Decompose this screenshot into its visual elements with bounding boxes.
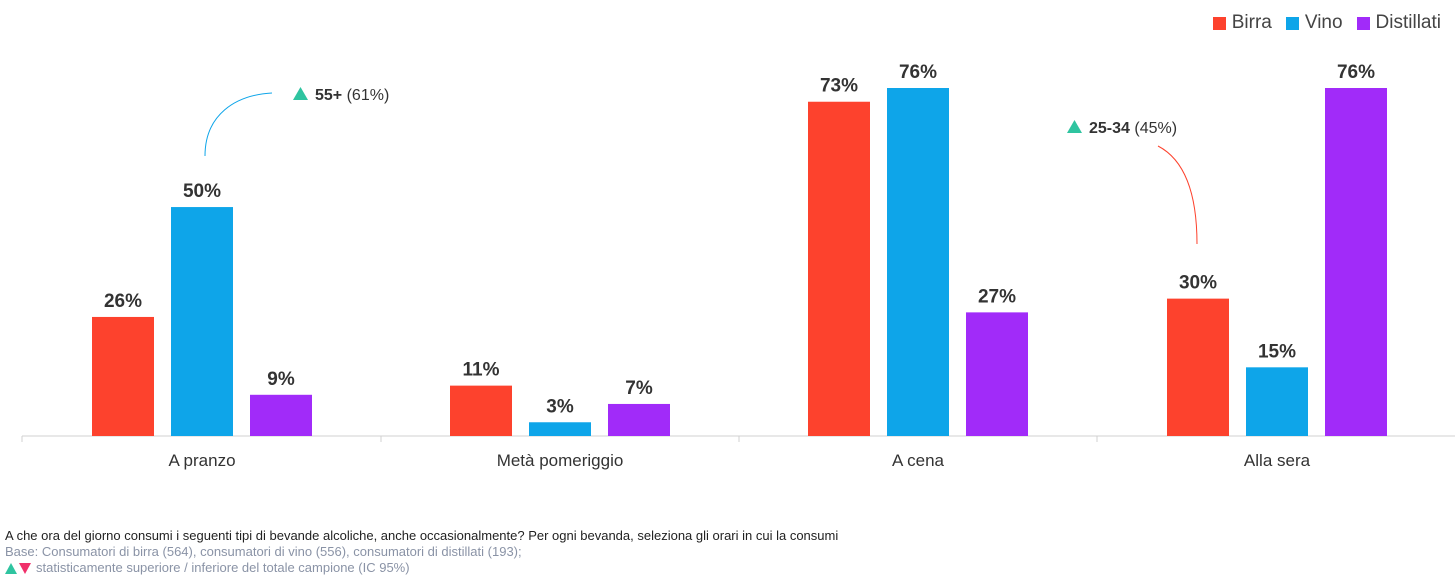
annotation-group: 25-34: [1089, 120, 1130, 137]
legend-swatch-distillati: [1356, 16, 1370, 30]
legend-label-distillati: Distillati: [1375, 12, 1441, 33]
bar-vino-3: [1246, 367, 1308, 436]
triangle-up-icon: [1067, 120, 1082, 133]
triangle-up-icon: [293, 87, 308, 100]
footer-significance: statisticamente superiore / inferiore de…: [5, 560, 838, 576]
bar-birra-2: [808, 101, 870, 436]
data-label: 27%: [978, 286, 1016, 307]
annotation-value: (61%): [342, 87, 389, 104]
data-label: 30%: [1179, 273, 1217, 294]
bar-birra-1: [450, 385, 512, 436]
legend-swatch-vino: [1285, 16, 1299, 30]
bar-vino-2: [887, 88, 949, 436]
data-label: 11%: [463, 360, 500, 381]
triangle-down-icon: [19, 562, 31, 574]
data-label: 7%: [625, 378, 653, 399]
data-label: 3%: [546, 396, 574, 417]
data-label: 73%: [820, 76, 858, 97]
bar-vino-1: [529, 422, 591, 436]
x-tick-label: Alla sera: [1244, 451, 1311, 470]
bar-birra-3: [1167, 298, 1229, 436]
legend-item-vino[interactable]: Vino: [1285, 12, 1343, 34]
legend-item-distillati[interactable]: Distillati: [1356, 12, 1441, 34]
x-tick-label: A cena: [892, 451, 945, 470]
legend-label-birra: Birra: [1231, 12, 1272, 33]
chart-footer: A che ora del giorno consumi i seguenti …: [5, 528, 838, 576]
bar-birra-0: [92, 316, 154, 436]
legend-swatch-birra: [1212, 16, 1226, 30]
annotation-connector: [1157, 145, 1198, 245]
footer-question: A che ora del giorno consumi i seguenti …: [5, 528, 839, 543]
bar-distillati-1: [608, 403, 670, 436]
data-label: 76%: [1337, 62, 1375, 83]
triangle-up-icon: [5, 562, 17, 574]
x-tick-label: A pranzo: [168, 451, 235, 470]
data-label: 76%: [899, 62, 937, 83]
footer-base: Base: Consumatori di birra (564), consum…: [5, 544, 522, 559]
bar-distillati-3: [1325, 88, 1387, 436]
annotation-value: (45%): [1130, 120, 1177, 137]
legend-item-birra[interactable]: Birra: [1212, 12, 1272, 34]
data-label: 26%: [104, 291, 142, 312]
bar-vino-0: [171, 207, 233, 436]
data-label: 50%: [183, 181, 221, 202]
legend-label-vino: Vino: [1304, 12, 1343, 33]
data-label: 15%: [1258, 341, 1296, 362]
x-tick-label: Metà pomeriggio: [497, 451, 624, 470]
bar-chart: 26% 50% 9% A pranzo 11% 3% 7% Metà pomeriggio 73…: [21, 62, 1455, 470]
bar-distillati-2: [966, 312, 1028, 436]
bar-distillati-0: [250, 394, 312, 436]
chart-legend: Birra Vino Distillati: [1212, 12, 1441, 34]
data-label: 9%: [267, 369, 295, 390]
annotation-connector: [204, 92, 273, 157]
annotation-group: 55+: [315, 87, 342, 104]
annotation-label: 25-34 (45%): [1089, 120, 1177, 137]
annotation-label: 55+ (61%): [315, 87, 389, 104]
footer-significance-text: statisticamente superiore / inferiore de…: [36, 560, 410, 575]
